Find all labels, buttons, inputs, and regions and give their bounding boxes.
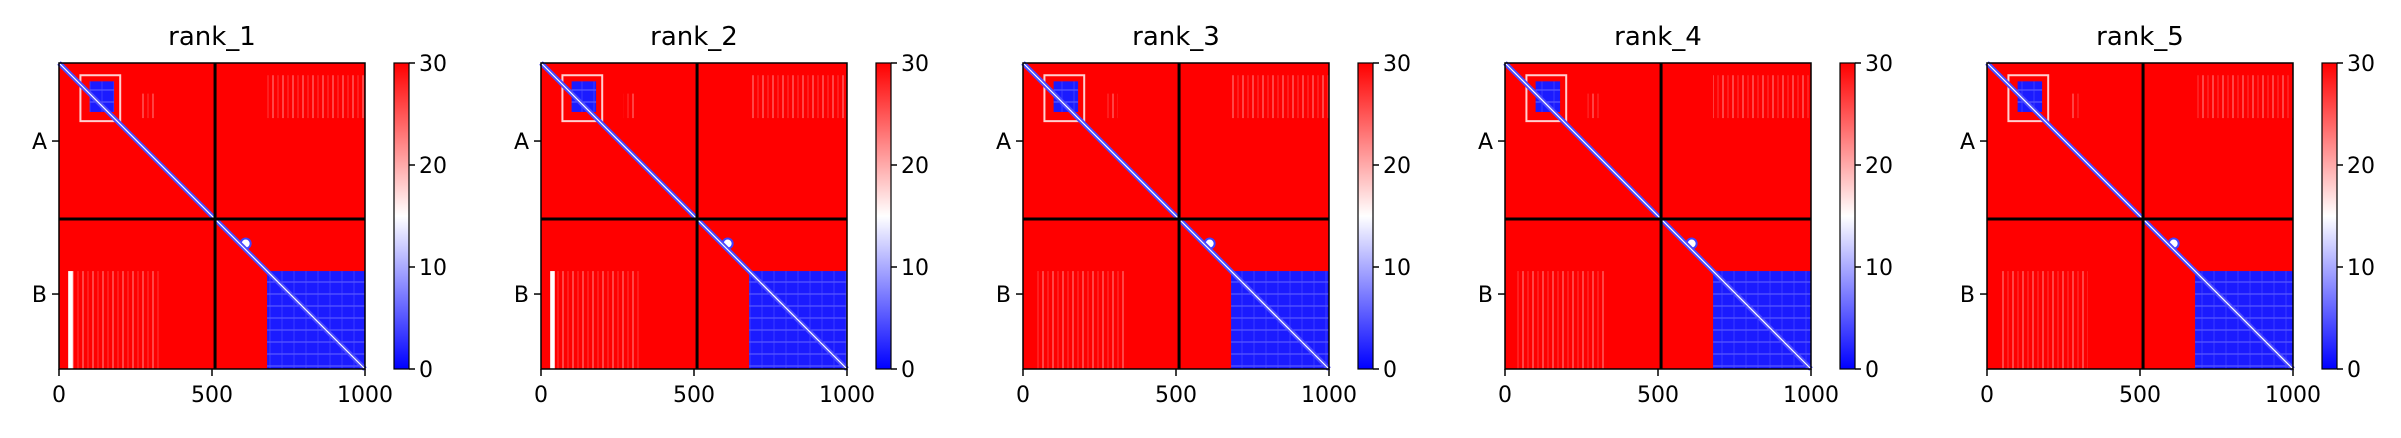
- inter-chain-texture-upper: [1713, 75, 1811, 119]
- y-tick-label: A: [1478, 130, 1493, 155]
- colorbar-tick-label: 0: [419, 358, 433, 383]
- panel-title: rank_2: [650, 22, 738, 52]
- x-tick-label: 0: [534, 383, 548, 408]
- x-tick-label: 1000: [1301, 383, 1357, 408]
- colorbar-tick-label: 10: [2347, 256, 2375, 281]
- colorbar-tick-label: 10: [1865, 256, 1893, 281]
- inter-chain-texture-upper: [1231, 75, 1329, 119]
- y-tick-label: A: [32, 130, 47, 155]
- chain-a-halo: [561, 74, 604, 123]
- diagonal-highlight: [58, 62, 366, 370]
- x-tick-label: 1000: [819, 383, 875, 408]
- y-tick-label: B: [514, 283, 529, 308]
- inter-chain-texture-lower: [1035, 271, 1124, 369]
- colorbar: [875, 62, 892, 370]
- y-tick-label: B: [32, 283, 47, 308]
- y-tick-label: B: [1478, 283, 1493, 308]
- panel-title: rank_5: [2096, 22, 2184, 52]
- colorbar: [2321, 62, 2338, 370]
- inter-chain-texture-lower: [71, 271, 160, 369]
- colorbar-tick-label: 0: [2347, 358, 2361, 383]
- x-tick-label: 0: [1498, 383, 1512, 408]
- y-tick-label: A: [514, 130, 529, 155]
- y-tick-label: B: [1960, 283, 1975, 308]
- colorbar-tick-label: 30: [419, 52, 447, 77]
- chain-a-halo: [1043, 74, 1086, 123]
- colorbar: [1357, 62, 1374, 370]
- colorbar-tick-label: 30: [901, 52, 929, 77]
- colorbar-tick-label: 10: [1383, 256, 1411, 281]
- panel-1: rank_1 A B 0 500 1000 0 10 20 30: [32, 22, 447, 408]
- colorbar-tick-label: 30: [1865, 52, 1893, 77]
- y-tick-label: A: [996, 130, 1011, 155]
- panel-2: rank_2 A B 0 500 1000 0 10 20 30: [514, 22, 929, 408]
- panel-4: rank_4 A B 0 500 1000 0 10 20 30: [1478, 22, 1893, 408]
- chain-a-halo: [1525, 74, 1568, 123]
- x-tick-label: 1000: [337, 383, 393, 408]
- colorbar-tick-label: 20: [2347, 154, 2375, 179]
- diagonal-highlight: [1504, 62, 1812, 370]
- colorbar-tick-label: 0: [1865, 358, 1879, 383]
- colorbar-tick-label: 30: [1383, 52, 1411, 77]
- panel-5: rank_5 A B 0 500 1000 0 10 20 30: [1960, 22, 2375, 408]
- x-tick-label: 500: [2119, 383, 2161, 408]
- panel-title: rank_1: [168, 22, 256, 52]
- diagonal-highlight: [1986, 62, 2294, 370]
- x-tick-label: 0: [52, 383, 66, 408]
- colorbar: [1839, 62, 1856, 370]
- y-tick-label: A: [1960, 130, 1975, 155]
- colorbar-tick-label: 10: [901, 256, 929, 281]
- chain-a-texture: [141, 93, 154, 119]
- panel-3: rank_3 A B 0 500 1000 0 10 20 30: [996, 22, 1411, 408]
- colorbar-tick-label: 20: [419, 154, 447, 179]
- x-tick-label: 0: [1016, 383, 1030, 408]
- inter-chain-texture-lower: [553, 271, 642, 369]
- colorbar-tick-label: 0: [901, 358, 915, 383]
- colorbar-tick-label: 30: [2347, 52, 2375, 77]
- inter-chain-texture-upper: [2195, 75, 2293, 119]
- colorbar-tick-label: 20: [901, 154, 929, 179]
- panel-title: rank_3: [1132, 22, 1220, 52]
- colorbar: [393, 62, 410, 370]
- colorbar-tick-label: 0: [1383, 358, 1397, 383]
- x-tick-label: 500: [673, 383, 715, 408]
- chain-a-texture: [2069, 93, 2082, 119]
- inter-chain-texture-upper: [267, 75, 365, 119]
- x-tick-label: 500: [1637, 383, 1679, 408]
- inter-chain-texture-upper: [749, 75, 847, 119]
- chain-a-halo: [2007, 74, 2050, 123]
- x-tick-label: 500: [1155, 383, 1197, 408]
- x-tick-label: 1000: [1783, 383, 1839, 408]
- diagonal-highlight: [1022, 62, 1330, 370]
- region-inter-stripe: [550, 271, 555, 369]
- inter-chain-texture-lower: [1999, 271, 2088, 369]
- x-tick-label: 0: [1980, 383, 1994, 408]
- region-inter-stripe: [68, 271, 73, 369]
- colorbar-tick-label: 20: [1383, 154, 1411, 179]
- x-tick-label: 1000: [2265, 383, 2321, 408]
- chain-a-texture: [1587, 93, 1600, 119]
- x-tick-label: 500: [191, 383, 233, 408]
- diagonal-highlight: [540, 62, 848, 370]
- colorbar-tick-label: 10: [419, 256, 447, 281]
- chain-a-halo: [79, 74, 122, 123]
- inter-chain-texture-lower: [1517, 271, 1606, 369]
- panel-title: rank_4: [1614, 22, 1702, 52]
- y-tick-label: B: [996, 283, 1011, 308]
- chain-a-texture: [1105, 93, 1118, 119]
- colorbar-tick-label: 20: [1865, 154, 1893, 179]
- chain-a-texture: [623, 93, 636, 119]
